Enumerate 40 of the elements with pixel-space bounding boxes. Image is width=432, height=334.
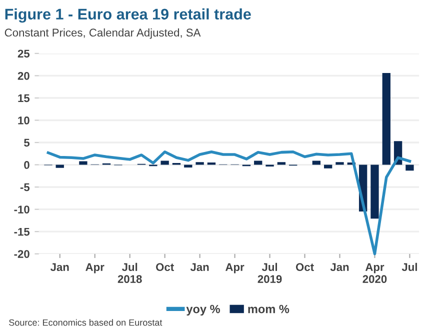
- bar: [254, 160, 262, 165]
- source-note: Source: Economics based on Eurostat: [9, 319, 162, 326]
- bar: [324, 164, 332, 168]
- y-tick-label: 0: [24, 161, 30, 169]
- bar: [312, 160, 320, 165]
- x-tick-label: Apr: [226, 263, 244, 274]
- bar: [406, 164, 414, 171]
- y-tick-label: 10: [18, 116, 30, 124]
- x-tick-label: Oct: [296, 263, 314, 272]
- x-tick-label: Jan: [330, 263, 349, 272]
- bar: [370, 164, 379, 219]
- bar: [277, 162, 286, 165]
- chart-title: Figure 1 - Euro area 19 retail trade: [5, 8, 251, 23]
- bar: [382, 73, 390, 165]
- line-series: [46, 150, 412, 256]
- bar: [336, 162, 344, 165]
- y-tick-label: -20: [14, 250, 30, 258]
- chart-subtitle: Constant Prices, Calendar Adjusted, SA: [4, 28, 201, 39]
- y-tick-label: -10: [14, 206, 30, 214]
- bar: [160, 160, 169, 165]
- bar: [79, 161, 88, 165]
- bar: [196, 162, 204, 165]
- legend-label: yoy %: [186, 304, 220, 316]
- y-tick-label: 25: [18, 50, 30, 58]
- y-tick-label: 5: [24, 138, 30, 147]
- legend-label: mom %: [248, 304, 290, 314]
- x-tick-label: Apr 2020: [362, 263, 387, 283]
- x-tick-label: Jul 2019: [258, 262, 282, 283]
- y-tick-label: 15: [18, 94, 30, 102]
- x-tick-label: Jul: [402, 262, 417, 272]
- x-tick-label: Jan: [50, 263, 69, 272]
- x-tick-label: Apr: [86, 263, 104, 274]
- x-tick-label: Jan: [190, 263, 209, 272]
- bar: [56, 164, 64, 168]
- bar: [184, 164, 192, 168]
- y-tick-label: -5: [20, 183, 30, 192]
- x-tick-label: Oct: [156, 263, 174, 272]
- y-tick-label: -15: [14, 228, 30, 236]
- y-tick-label: 20: [18, 72, 30, 80]
- x-tick-label: Jul 2018: [118, 262, 142, 283]
